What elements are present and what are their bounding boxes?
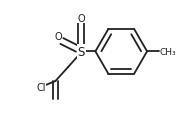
Text: O: O (77, 14, 85, 24)
Text: S: S (78, 45, 85, 58)
Text: CH₃: CH₃ (159, 47, 176, 56)
Text: Cl: Cl (36, 83, 46, 93)
Text: O: O (54, 32, 62, 41)
